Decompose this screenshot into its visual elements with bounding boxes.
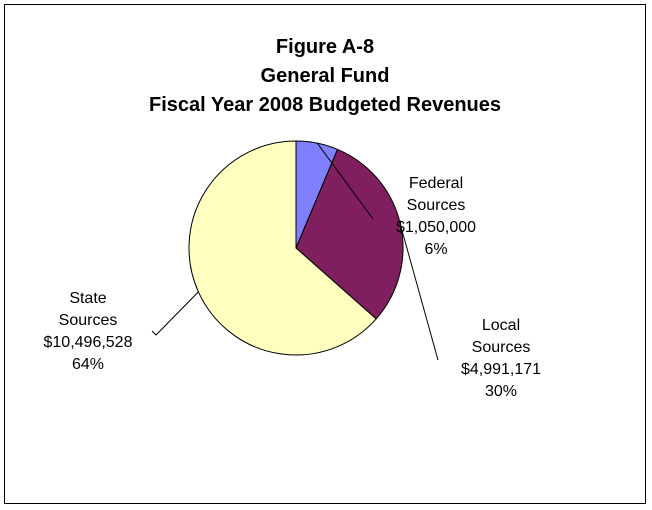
label-federal-line-1: Federal xyxy=(408,175,464,192)
label-local-percent: 30% xyxy=(484,383,518,400)
leader-state xyxy=(151,291,199,336)
chart-title-line-1: Figure A-8 xyxy=(275,36,375,58)
chart-frame: Figure A-8 General Fund Fiscal Year 2008… xyxy=(4,4,646,504)
label-federal-line-2: Sources xyxy=(406,197,466,214)
label-federal-sources: Federal Sources $1,050,000 6% xyxy=(371,173,501,261)
leader-local xyxy=(399,224,439,361)
leader-federal xyxy=(316,142,374,220)
label-federal-value: $1,050,000 xyxy=(395,219,477,236)
label-state-value: $10,496,528 xyxy=(43,334,133,351)
label-state-percent: 64% xyxy=(71,356,105,373)
label-local-line-1: Local xyxy=(481,317,521,334)
label-local-line-2: Sources xyxy=(471,339,531,356)
pie-slices xyxy=(188,140,404,356)
label-local-sources: Local Sources $4,991,171 30% xyxy=(436,315,566,403)
label-state-line-2: Sources xyxy=(58,312,118,329)
chart-title-line-2: General Fund xyxy=(260,65,390,87)
label-state-sources: State Sources $10,496,528 64% xyxy=(23,288,153,376)
pie-chart xyxy=(151,140,439,361)
chart-title-line-3: Fiscal Year 2008 Budgeted Revenues xyxy=(148,94,502,116)
slice-local-sources xyxy=(295,148,404,320)
label-local-value: $4,991,171 xyxy=(460,361,542,378)
label-federal-percent: 6% xyxy=(424,241,448,258)
leader-lines xyxy=(151,142,439,361)
chart-title: Figure A-8 General Fund Fiscal Year 2008… xyxy=(5,33,645,120)
label-state-line-1: State xyxy=(69,290,107,307)
